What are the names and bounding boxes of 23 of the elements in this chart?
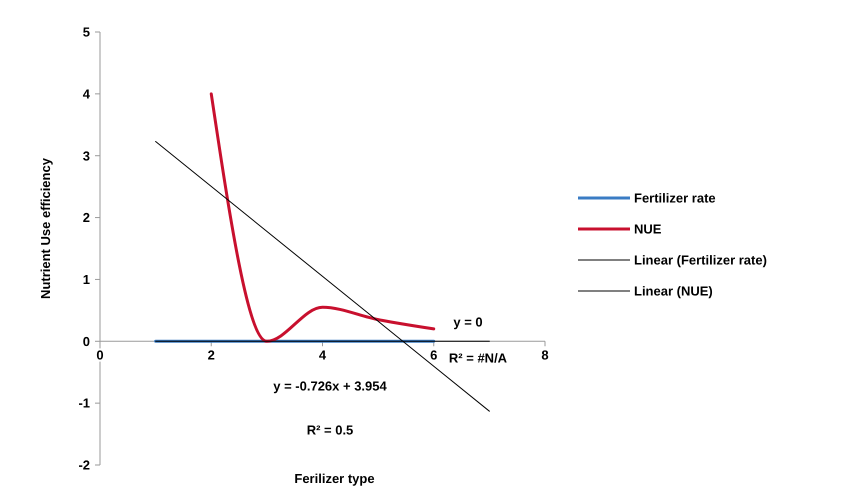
x-axis-title: Ferilizer type bbox=[294, 471, 375, 486]
y-tick-label: 5 bbox=[82, 24, 90, 40]
x-tick-label: 6 bbox=[430, 347, 438, 362]
legend-label: Linear (NUE) bbox=[634, 284, 713, 299]
legend-label: Fertilizer rate bbox=[634, 190, 716, 206]
y-tick-label: -1 bbox=[78, 396, 90, 411]
y-axis-title: Nutrient Use efficiency bbox=[38, 157, 53, 299]
y-tick-label: 3 bbox=[82, 148, 90, 164]
x-tick-label: 0 bbox=[96, 347, 104, 362]
x-tick-label: 4 bbox=[318, 347, 327, 362]
x-tick-label: 2 bbox=[208, 347, 215, 362]
annotation: R² = #N/A bbox=[448, 350, 508, 366]
annotation: R² = 0.5 bbox=[306, 422, 354, 438]
legend-label: NUE bbox=[634, 222, 662, 237]
y-tick-label: 1 bbox=[82, 272, 90, 287]
y-tick-label: 0 bbox=[82, 334, 90, 349]
y-tick-label: 2 bbox=[82, 210, 90, 226]
x-tick-label: 8 bbox=[541, 347, 549, 362]
annotation: y = 0 bbox=[453, 314, 483, 330]
legend-label: Linear (Fertilizer rate) bbox=[634, 252, 767, 268]
annotation: y = -0.726x + 3.954 bbox=[273, 378, 388, 394]
y-tick-label: -2 bbox=[78, 458, 90, 473]
y-tick-label: 4 bbox=[82, 86, 91, 102]
